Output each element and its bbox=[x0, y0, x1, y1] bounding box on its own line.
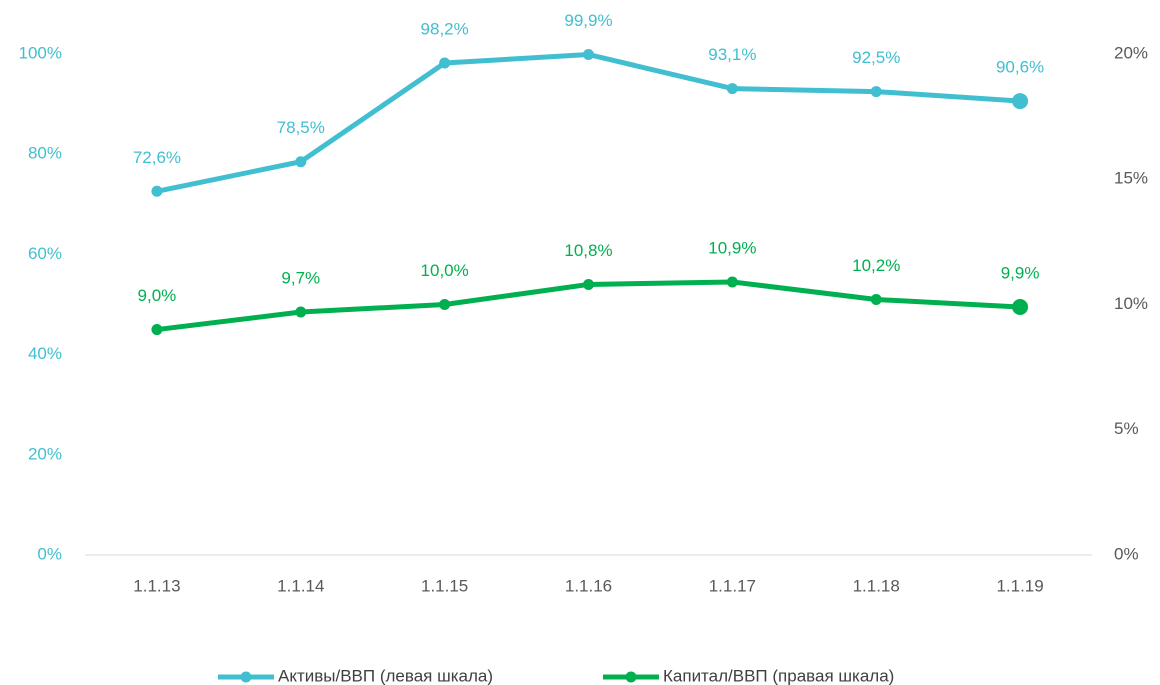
y2-tick-label: 10% bbox=[1114, 294, 1148, 313]
data-label: 78,5% bbox=[277, 118, 325, 137]
point bbox=[151, 185, 163, 197]
x-tick-label: 1.1.16 bbox=[565, 576, 612, 595]
point bbox=[870, 293, 882, 305]
data-label: 72,6% bbox=[133, 148, 181, 167]
x-tick-label: 1.1.18 bbox=[853, 576, 900, 595]
data-label: 9,0% bbox=[138, 286, 177, 305]
x-tick-label: 1.1.17 bbox=[709, 576, 756, 595]
data-label: 90,6% bbox=[996, 58, 1044, 77]
data-label: 10,8% bbox=[564, 241, 612, 260]
data-label: 9,7% bbox=[281, 268, 320, 287]
point bbox=[439, 299, 451, 310]
y2-tick-label: 5% bbox=[1114, 419, 1139, 438]
point bbox=[583, 49, 594, 61]
data-label: 10,9% bbox=[708, 238, 756, 257]
point bbox=[295, 306, 307, 318]
point bbox=[726, 83, 738, 95]
legend-label: Активы/ВВП (левая шкала) bbox=[278, 666, 493, 685]
data-label: 98,2% bbox=[421, 20, 469, 39]
data-label: 99,9% bbox=[564, 11, 612, 30]
y2-tick-label: 20% bbox=[1114, 43, 1148, 62]
data-label: 10,2% bbox=[852, 256, 900, 275]
y2-tick-label: 15% bbox=[1114, 169, 1148, 188]
y2-tick-label: 0% bbox=[1114, 544, 1139, 563]
point bbox=[151, 324, 163, 336]
x-tick-label: 1.1.15 bbox=[421, 576, 468, 595]
y-tick-label: 20% bbox=[28, 444, 62, 463]
point bbox=[1012, 93, 1029, 110]
data-label: 9,9% bbox=[1001, 263, 1040, 282]
y-tick-label: 80% bbox=[28, 144, 62, 163]
point bbox=[1012, 299, 1029, 316]
x-tick-label: 1.1.19 bbox=[996, 576, 1043, 595]
y-tick-label: 60% bbox=[28, 244, 62, 263]
y-tick-label: 100% bbox=[19, 43, 62, 62]
point bbox=[439, 57, 451, 69]
legend-swatch-dot bbox=[240, 671, 252, 683]
point bbox=[295, 156, 307, 168]
legend-label: Капитал/ВВП (правая шкала) bbox=[663, 666, 894, 685]
x-tick-label: 1.1.14 bbox=[277, 576, 324, 595]
point bbox=[726, 276, 738, 288]
y-tick-label: 40% bbox=[28, 344, 62, 363]
y-tick-label: 0% bbox=[37, 544, 62, 563]
data-label: 92,5% bbox=[852, 48, 900, 67]
legend-swatch-dot bbox=[625, 671, 637, 683]
point bbox=[583, 278, 594, 290]
x-tick-label: 1.1.13 bbox=[133, 576, 180, 595]
data-label: 93,1% bbox=[708, 45, 756, 64]
data-label: 10,0% bbox=[421, 261, 469, 280]
point bbox=[870, 86, 882, 98]
